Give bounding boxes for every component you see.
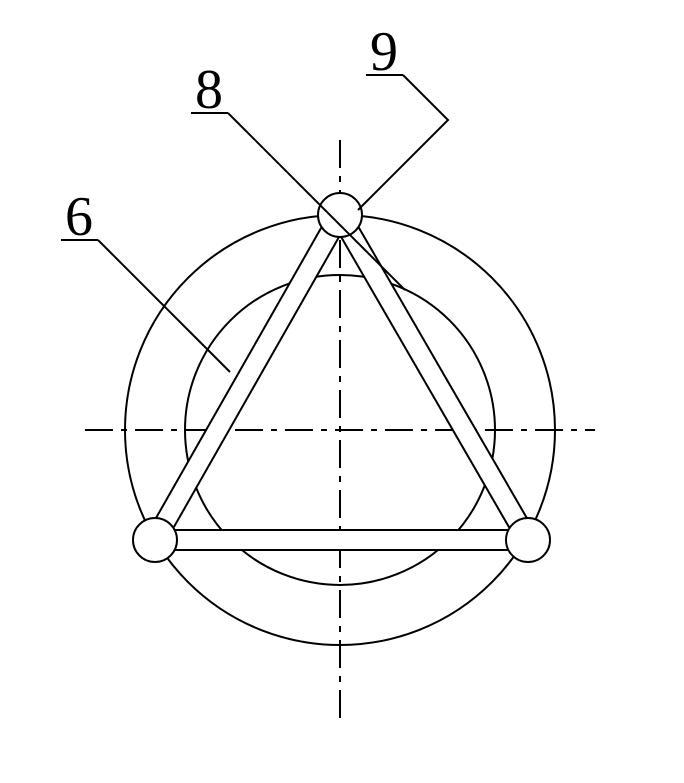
vertex-node-bottom-left <box>133 518 177 562</box>
triangle-bar-bottom <box>155 530 528 550</box>
label-6-text: 6 <box>65 186 93 248</box>
triangle-bar-right <box>331 210 536 545</box>
label-9-text: 9 <box>370 21 398 83</box>
vertex-node-bottom-right <box>506 518 550 562</box>
vertex-node-top <box>318 193 362 237</box>
label-9-leader <box>358 75 448 210</box>
triangle-bar-left <box>146 210 348 545</box>
label-8-text: 8 <box>195 59 223 121</box>
